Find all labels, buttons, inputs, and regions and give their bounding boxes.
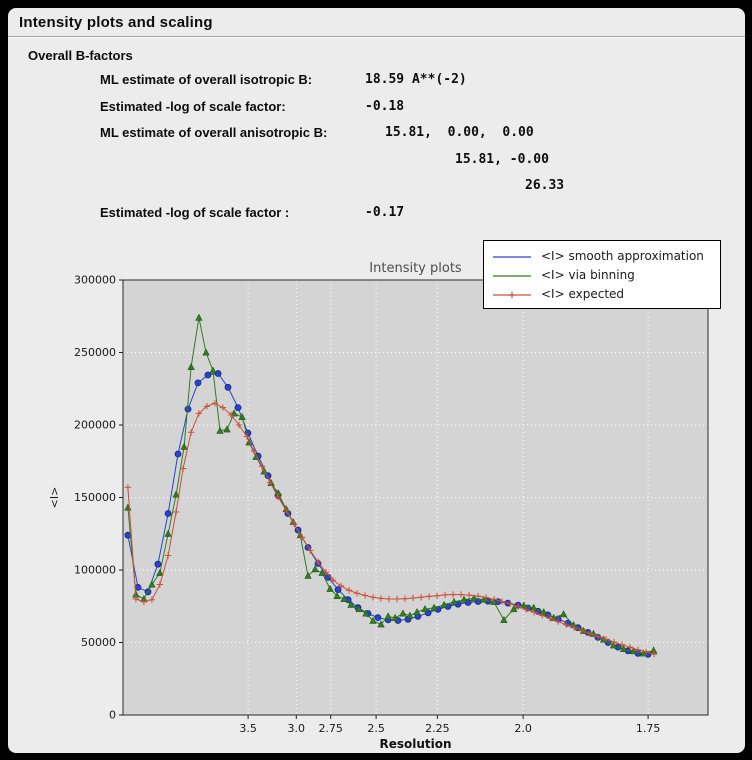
svg-text:2.5: 2.5 — [367, 722, 385, 735]
bfactor-value: 26.33 — [525, 178, 565, 194]
bfactor-row-scale-1: Estimated -log of scale factor: -0.18 — [100, 99, 564, 126]
legend-row-smooth: <I> smooth approximation — [491, 246, 713, 265]
legend-sample-smooth — [493, 255, 531, 258]
legend-line-binning-icon — [491, 269, 533, 281]
bfactor-label: Estimated -log of scale factor: — [100, 98, 286, 114]
series-expected — [124, 400, 658, 658]
svg-text:2.75: 2.75 — [318, 722, 343, 735]
bfactor-value: -0.17 — [365, 204, 405, 220]
bfactors-block: ML estimate of overall isotropic B: 18.5… — [100, 72, 564, 232]
bfactor-value: 15.81, -0.00 — [455, 151, 549, 167]
intensity-plot: 3.5 3.0 2.75 2.5 2.25 2.0 1.75 0 50000 100000 1500… — [38, 233, 738, 760]
legend-line-smooth-icon — [491, 250, 533, 262]
bfactor-label: ML estimate of overall isotropic B: — [100, 72, 313, 87]
svg-text:2.0: 2.0 — [514, 722, 532, 735]
y-axis: 0 50000 100000 150000 200000 250000 300000 — [74, 274, 123, 722]
legend-row-binning: <I> via binning — [491, 265, 713, 284]
svg-text:3.5: 3.5 — [239, 722, 257, 735]
svg-text:300000: 300000 — [74, 274, 116, 287]
page-title: Intensity plots and scaling — [19, 14, 213, 31]
x-axis-label: Resolution — [379, 737, 451, 751]
bfactors-heading: Overall B-factors — [28, 48, 133, 63]
bfactor-row-isotropic: ML estimate of overall isotropic B: 18.5… — [100, 72, 564, 99]
svg-text:2.25: 2.25 — [425, 722, 450, 735]
svg-text:100000: 100000 — [74, 564, 116, 577]
chart-legend: <I> smooth approximation <I> via binning… — [483, 240, 721, 309]
svg-text:1.75: 1.75 — [636, 722, 661, 735]
chart-canvas: 3.5 3.0 2.75 2.5 2.25 2.0 1.75 0 50000 100000 1500… — [48, 261, 709, 751]
series-markers-expected — [124, 400, 658, 658]
bfactor-value: -0.18 — [365, 98, 405, 114]
bfactor-row-anisotropic-3: 26.33 — [100, 178, 564, 205]
svg-text:50000: 50000 — [81, 636, 116, 649]
results-window: Intensity plots and scaling Overall B-fa… — [8, 8, 745, 753]
legend-label-expected: <I> expected — [541, 286, 625, 301]
bfactor-value: 18.59 A**(-2) — [365, 72, 467, 87]
bfactor-label: Estimated -log of scale factor : — [100, 204, 290, 220]
svg-text:250000: 250000 — [74, 346, 116, 359]
gridlines — [123, 279, 708, 715]
legend-sample-binning — [493, 274, 531, 277]
legend-label-binning: <I> via binning — [541, 267, 635, 282]
series-line-binning — [127, 317, 654, 654]
bfactor-value: 15.81, 0.00, 0.00 — [385, 125, 534, 141]
legend-sample-expected — [493, 291, 531, 298]
bfactor-row-anisotropic-1: ML estimate of overall anisotropic B: 15… — [100, 125, 564, 152]
bfactor-row-scale-2: Estimated -log of scale factor : -0.17 — [100, 205, 564, 232]
y-axis-label: <I> — [48, 487, 61, 509]
svg-text:200000: 200000 — [74, 419, 116, 432]
legend-label-smooth: <I> smooth approximation — [541, 248, 704, 263]
title-separator — [8, 36, 745, 38]
bfactor-label: ML estimate of overall anisotropic B: — [100, 125, 328, 141]
svg-text:150000: 150000 — [74, 491, 116, 504]
svg-text:3.0: 3.0 — [288, 722, 306, 735]
x-axis: 3.5 3.0 2.75 2.5 2.25 2.0 1.75 — [239, 715, 660, 735]
svg-text:0: 0 — [109, 709, 116, 722]
chart-title: Intensity plots — [369, 261, 462, 276]
bfactor-row-anisotropic-2: 15.81, -0.00 — [100, 152, 564, 179]
legend-line-expected-icon — [491, 288, 533, 300]
legend-row-expected: <I> expected — [491, 284, 713, 303]
